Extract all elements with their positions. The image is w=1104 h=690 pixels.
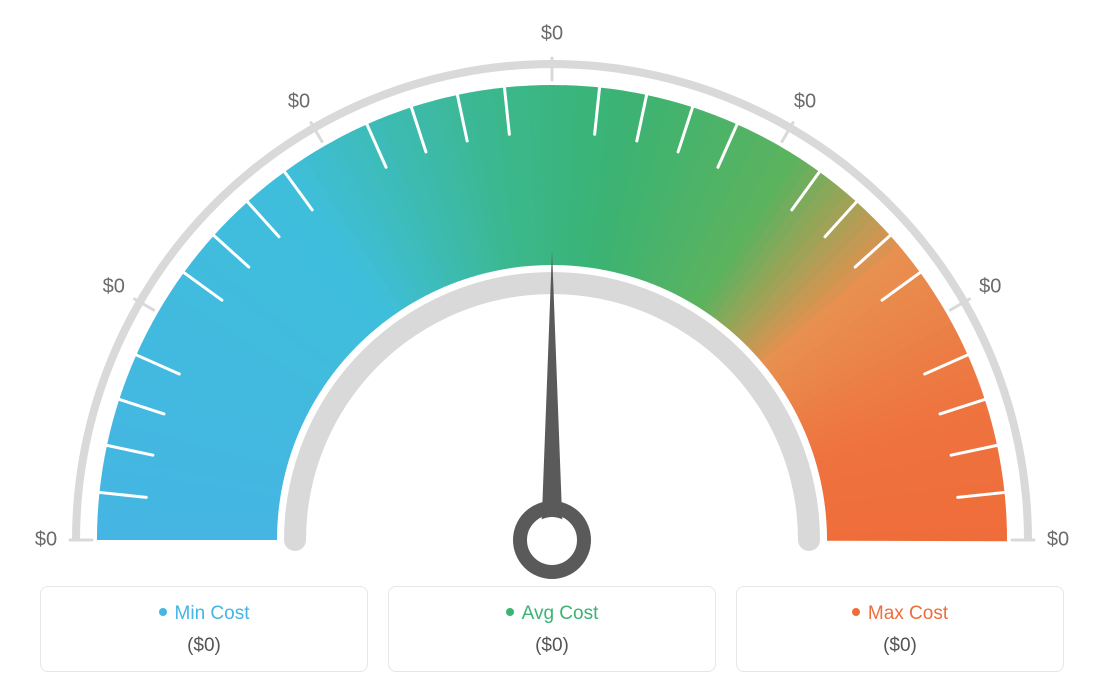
legend-value-max: ($0) xyxy=(747,635,1053,657)
legend-value-avg: ($0) xyxy=(399,635,705,657)
gauge-tick-label: $0 xyxy=(1047,529,1069,552)
legend-row: Min Cost ($0) Avg Cost ($0) Max Cost ($0… xyxy=(40,586,1064,672)
legend-title-avg: Avg Cost xyxy=(399,603,705,625)
legend-card-min: Min Cost ($0) xyxy=(40,586,368,672)
legend-dot-min xyxy=(159,608,167,616)
legend-dot-avg xyxy=(506,608,514,616)
gauge-tick-label: $0 xyxy=(35,529,57,552)
legend-label-avg: Avg Cost xyxy=(522,603,599,624)
legend-title-min: Min Cost xyxy=(51,603,357,625)
legend-card-max: Max Cost ($0) xyxy=(736,586,1064,672)
gauge-tick-label: $0 xyxy=(979,276,1001,299)
legend-label-min: Min Cost xyxy=(175,603,250,624)
gauge-svg xyxy=(32,30,1072,590)
legend-dot-max xyxy=(852,608,860,616)
gauge-tick-label: $0 xyxy=(794,90,816,113)
gauge-container: $0 $0 $0 $0 $0 $0 $0 xyxy=(0,0,1104,560)
gauge-tick-label: $0 xyxy=(541,23,563,46)
gauge-tick-label: $0 xyxy=(103,276,125,299)
gauge-tick-label: $0 xyxy=(288,90,310,113)
legend-value-min: ($0) xyxy=(51,635,357,657)
legend-card-avg: Avg Cost ($0) xyxy=(388,586,716,672)
legend-title-max: Max Cost xyxy=(747,603,1053,625)
legend-label-max: Max Cost xyxy=(868,603,948,624)
